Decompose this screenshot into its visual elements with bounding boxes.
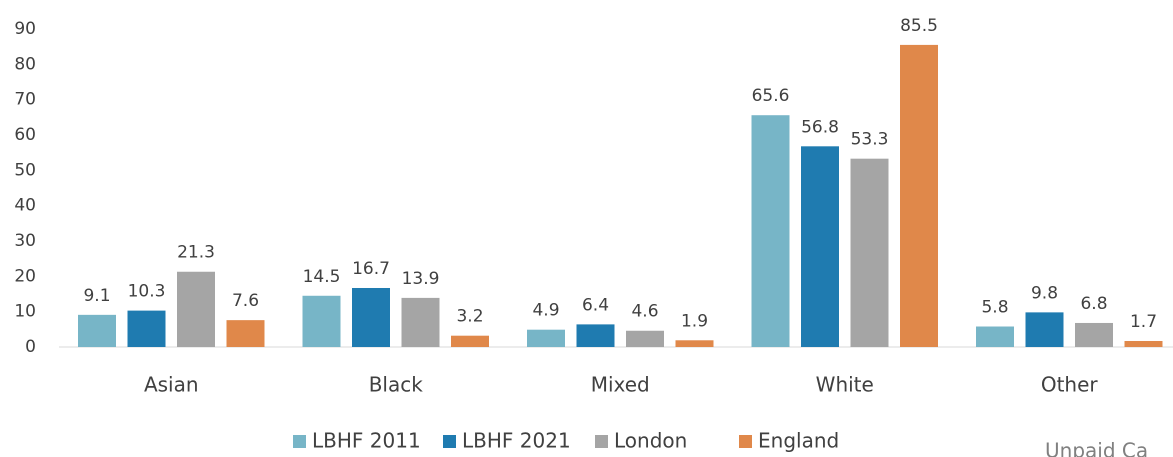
bar: [976, 326, 1014, 347]
y-tick-label: 30: [14, 231, 36, 251]
data-label: 6.4: [582, 295, 609, 315]
y-tick-label: 20: [14, 266, 36, 286]
legend-swatch: [595, 435, 608, 448]
data-label: 56.8: [801, 117, 839, 137]
data-label: 1.7: [1130, 312, 1157, 332]
data-label: 53.3: [851, 130, 889, 150]
data-label: 9.1: [83, 286, 110, 306]
bar: [626, 330, 664, 347]
x-tick-label: White: [816, 373, 874, 397]
x-tick-label: Mixed: [591, 373, 650, 397]
data-label: 6.8: [1080, 294, 1107, 314]
bar: [177, 271, 215, 347]
y-tick-label: 0: [25, 337, 36, 357]
y-tick-label: 50: [14, 160, 36, 180]
data-label: 65.6: [752, 86, 790, 106]
data-label: 21.3: [177, 243, 215, 263]
bar: [751, 115, 790, 347]
legend-label: LBHF 2011: [312, 429, 421, 453]
bar: [576, 324, 615, 347]
bar: [226, 320, 265, 347]
y-tick-label: 80: [14, 54, 36, 74]
data-label: 9.8: [1031, 283, 1058, 303]
bar: [675, 340, 714, 347]
legend-label: England: [758, 429, 839, 453]
bar: [1075, 322, 1113, 347]
bar: [127, 310, 166, 347]
legend-label: London: [614, 429, 687, 453]
data-label: 4.9: [532, 301, 559, 321]
data-label: 5.8: [981, 298, 1008, 318]
legend-swatch: [443, 435, 456, 448]
bar: [850, 158, 889, 347]
bar: [900, 44, 938, 348]
y-tick-label: 40: [14, 196, 36, 216]
bar: [352, 287, 390, 347]
x-tick-label: Asian: [144, 373, 199, 397]
bar: [451, 335, 489, 347]
data-label: 16.7: [352, 259, 390, 279]
bar: [527, 329, 565, 347]
data-label: 10.3: [128, 282, 166, 302]
data-label: 3.2: [456, 307, 483, 327]
data-label: 7.6: [232, 291, 259, 311]
data-label: 1.9: [681, 311, 708, 331]
data-label: 14.5: [303, 267, 341, 287]
data-label: 85.5: [900, 16, 938, 36]
y-tick-label: 60: [14, 125, 36, 145]
annotation: Unpaid Ca: [1045, 439, 1148, 457]
y-tick-label: 70: [14, 90, 36, 110]
bar: [302, 295, 341, 347]
x-tick-label: Other: [1041, 373, 1099, 397]
y-tick-label: 10: [14, 302, 36, 322]
y-tick-label: 90: [14, 19, 36, 39]
bar: [801, 146, 839, 347]
bar: [401, 297, 440, 347]
legend-label: LBHF 2021: [462, 429, 571, 453]
legend-swatch: [739, 435, 752, 448]
data-label: 4.6: [631, 302, 658, 322]
bar: [1124, 340, 1163, 347]
x-tick-label: Black: [369, 373, 424, 397]
bar: [1025, 312, 1064, 347]
legend-swatch: [293, 435, 306, 448]
data-label: 13.9: [402, 269, 440, 289]
bar: [78, 314, 116, 347]
